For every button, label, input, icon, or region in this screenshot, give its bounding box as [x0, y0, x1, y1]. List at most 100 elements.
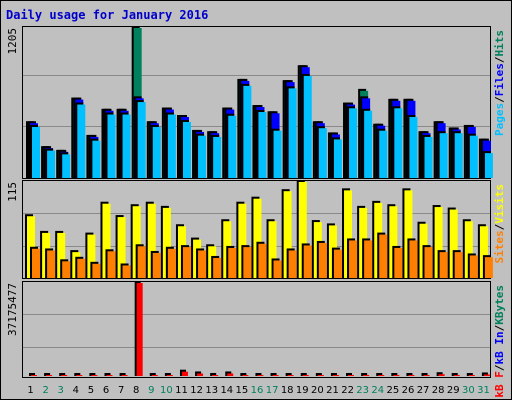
kbytes-bar [332, 375, 339, 376]
kbytes-bar-shadow [406, 373, 413, 376]
x-tick-label: 8 [133, 385, 139, 396]
x-tick-label: 17 [266, 385, 279, 396]
kbytes-bar-shadow [164, 373, 171, 376]
pages-bar [92, 140, 101, 178]
sites-bar [137, 246, 146, 278]
x-tick-label: 12 [190, 385, 203, 396]
kbytes-bar-shadow [391, 373, 398, 376]
visits-bar [57, 232, 66, 278]
hits-legend-entry: Files [493, 63, 506, 96]
pages-bar [198, 135, 207, 178]
sites-bar [258, 243, 267, 278]
kbytes-bar [408, 375, 415, 376]
x-tick-label: 29 [447, 385, 460, 396]
kbytes-bar-shadow [466, 373, 473, 376]
pages-bar [152, 126, 161, 178]
x-tick-label: 27 [417, 385, 430, 396]
kbytes-bar-shadow [315, 373, 322, 376]
hits-legend-entry: Pages [493, 103, 506, 136]
kbytes-bar-shadow [89, 373, 96, 376]
hits-legend-entry: Hits [493, 30, 506, 57]
pages-bar [318, 128, 327, 178]
sites-bar [394, 247, 403, 278]
pages-bar [228, 115, 237, 178]
sites-bar [47, 250, 56, 278]
kbytes-bar [272, 375, 279, 376]
pages-bar [409, 117, 418, 178]
pages-bar [32, 126, 40, 178]
kbytes-bar [46, 375, 53, 376]
kbytes-bar [438, 374, 445, 376]
kbytes-bar-shadow [421, 373, 428, 376]
visits-bar [238, 203, 247, 278]
kbytes-bar [242, 375, 249, 376]
kbytes-bar [166, 375, 173, 376]
pages-bar [243, 85, 252, 178]
visits-legend-entry: Sites [493, 230, 506, 263]
report-title: Daily usage for January 2016 [6, 8, 209, 22]
x-tick-label: 14 [220, 385, 233, 396]
visits-bar [268, 221, 277, 278]
hits-legend: Pages/Files/Hits [493, 30, 506, 136]
x-tick-label: 11 [175, 385, 188, 396]
kbytes-bar [106, 375, 113, 376]
kbytes-bar [287, 375, 294, 376]
sites-bar [92, 263, 101, 278]
x-tick-label: 18 [281, 385, 294, 396]
kbytes-bar-shadow [255, 373, 262, 376]
sites-bar [198, 250, 207, 278]
sites-bar [424, 247, 433, 278]
pages-bar [258, 112, 267, 178]
kbytes-bar-shadow [270, 373, 277, 376]
kbytes-bar [91, 375, 98, 376]
kbytes-bar-shadow [210, 373, 217, 376]
sites-bar [349, 240, 358, 278]
sites-bar [439, 252, 448, 278]
kbytes-bar-shadow [104, 373, 111, 376]
visits-bar [449, 209, 458, 278]
pages-bar [424, 136, 433, 178]
x-tick-label: 3 [58, 385, 64, 396]
visits-bar [253, 198, 262, 278]
x-tick-label: 4 [73, 385, 79, 396]
x-tick-label: 26 [402, 385, 415, 396]
kbytes-bar-shadow [481, 372, 488, 376]
kbytes-bar [378, 375, 385, 376]
visits-bar [102, 203, 111, 278]
sites-bar [288, 250, 297, 278]
x-tick-label: 19 [296, 385, 309, 396]
x-tick-label: 31 [477, 385, 490, 396]
visits-bar [162, 207, 171, 278]
x-tick-label: 9 [148, 385, 154, 396]
panel-2-border [22, 281, 491, 378]
x-tick-label: 15 [236, 385, 249, 396]
visits-legend-entry: Visits [493, 184, 506, 224]
pages-bar [107, 114, 116, 178]
sites-bar [318, 242, 327, 278]
sites-bar [167, 248, 176, 278]
visits-bar [344, 190, 353, 278]
visits-bar [132, 206, 141, 278]
kbytes-axis-max-label: 37175477 [6, 283, 19, 336]
pages-bar [394, 108, 403, 178]
sites-bar [454, 252, 463, 278]
hits-legend-separator: / [493, 96, 506, 103]
sites-bar [228, 247, 237, 278]
pages-bar [349, 108, 358, 178]
kbytes-bar [393, 375, 400, 376]
kbytes-bar [363, 375, 370, 376]
kbytes-bar [121, 375, 128, 376]
kbytes-bar [317, 375, 324, 376]
x-tick-label: 25 [387, 385, 400, 396]
visits-bar [147, 203, 156, 278]
sites-bar [273, 260, 282, 278]
visits-legend-separator: / [493, 223, 506, 230]
x-tick-label: 13 [205, 385, 218, 396]
pages-bar [288, 88, 297, 178]
kbytes-bar [136, 283, 143, 376]
hits-legend-separator: / [493, 56, 506, 63]
x-tick-label: 5 [88, 385, 94, 396]
sites-bar [409, 240, 418, 278]
sites-bar [77, 258, 86, 278]
